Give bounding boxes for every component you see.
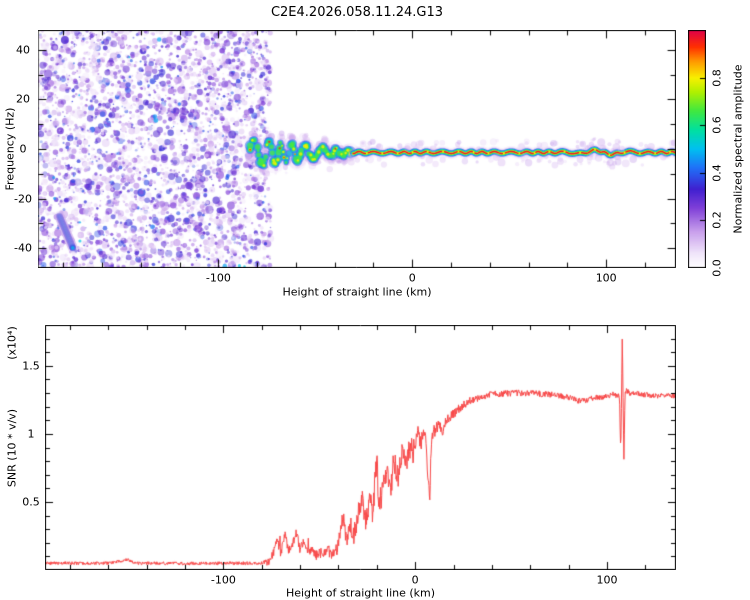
tick-label: 1.5 (22, 359, 40, 373)
tick-label: 40 (16, 43, 30, 57)
tick-label: 0 (408, 271, 416, 285)
tick-label: 0.0 (710, 259, 724, 277)
tick-label: 0.8 (710, 68, 724, 87)
snr-x-axis-label: Height of straight line (km) (285, 586, 436, 600)
tick-label: 0 (19, 142, 27, 156)
tick-label: 0 (411, 573, 419, 587)
tick-label: 0.2 (710, 211, 724, 230)
tick-label: 1 (27, 427, 35, 441)
tick-label: 0.4 (710, 164, 724, 182)
snr-y-axis-label: SNR (10 * v/v) (5, 408, 19, 487)
colorbar-label: Normalized spectral amplitude (731, 64, 745, 234)
tick-label: 0.5 (22, 495, 40, 509)
plot-title: C2E4.2026.058.11.24.G13 (270, 5, 444, 20)
snr-canvas (45, 325, 676, 570)
spectrogram-canvas (38, 30, 676, 268)
spectrogram-x-axis-label: Height of straight line (km) (282, 285, 432, 299)
tick-label: 20 (16, 92, 30, 106)
tick-label: -100 (210, 573, 236, 587)
tick-label: 0.6 (710, 116, 724, 134)
tick-label: -20 (14, 192, 32, 206)
tick-label: 100 (595, 271, 617, 285)
tick-label: -100 (205, 271, 231, 285)
colorbar-canvas (688, 30, 706, 268)
tick-label: 100 (596, 573, 618, 587)
tick-label: -40 (14, 241, 32, 255)
snr-y-axis-scale-label: (x10⁴) (5, 326, 19, 360)
spectrogram-y-axis-label: Frequency (Hz) (3, 107, 17, 191)
